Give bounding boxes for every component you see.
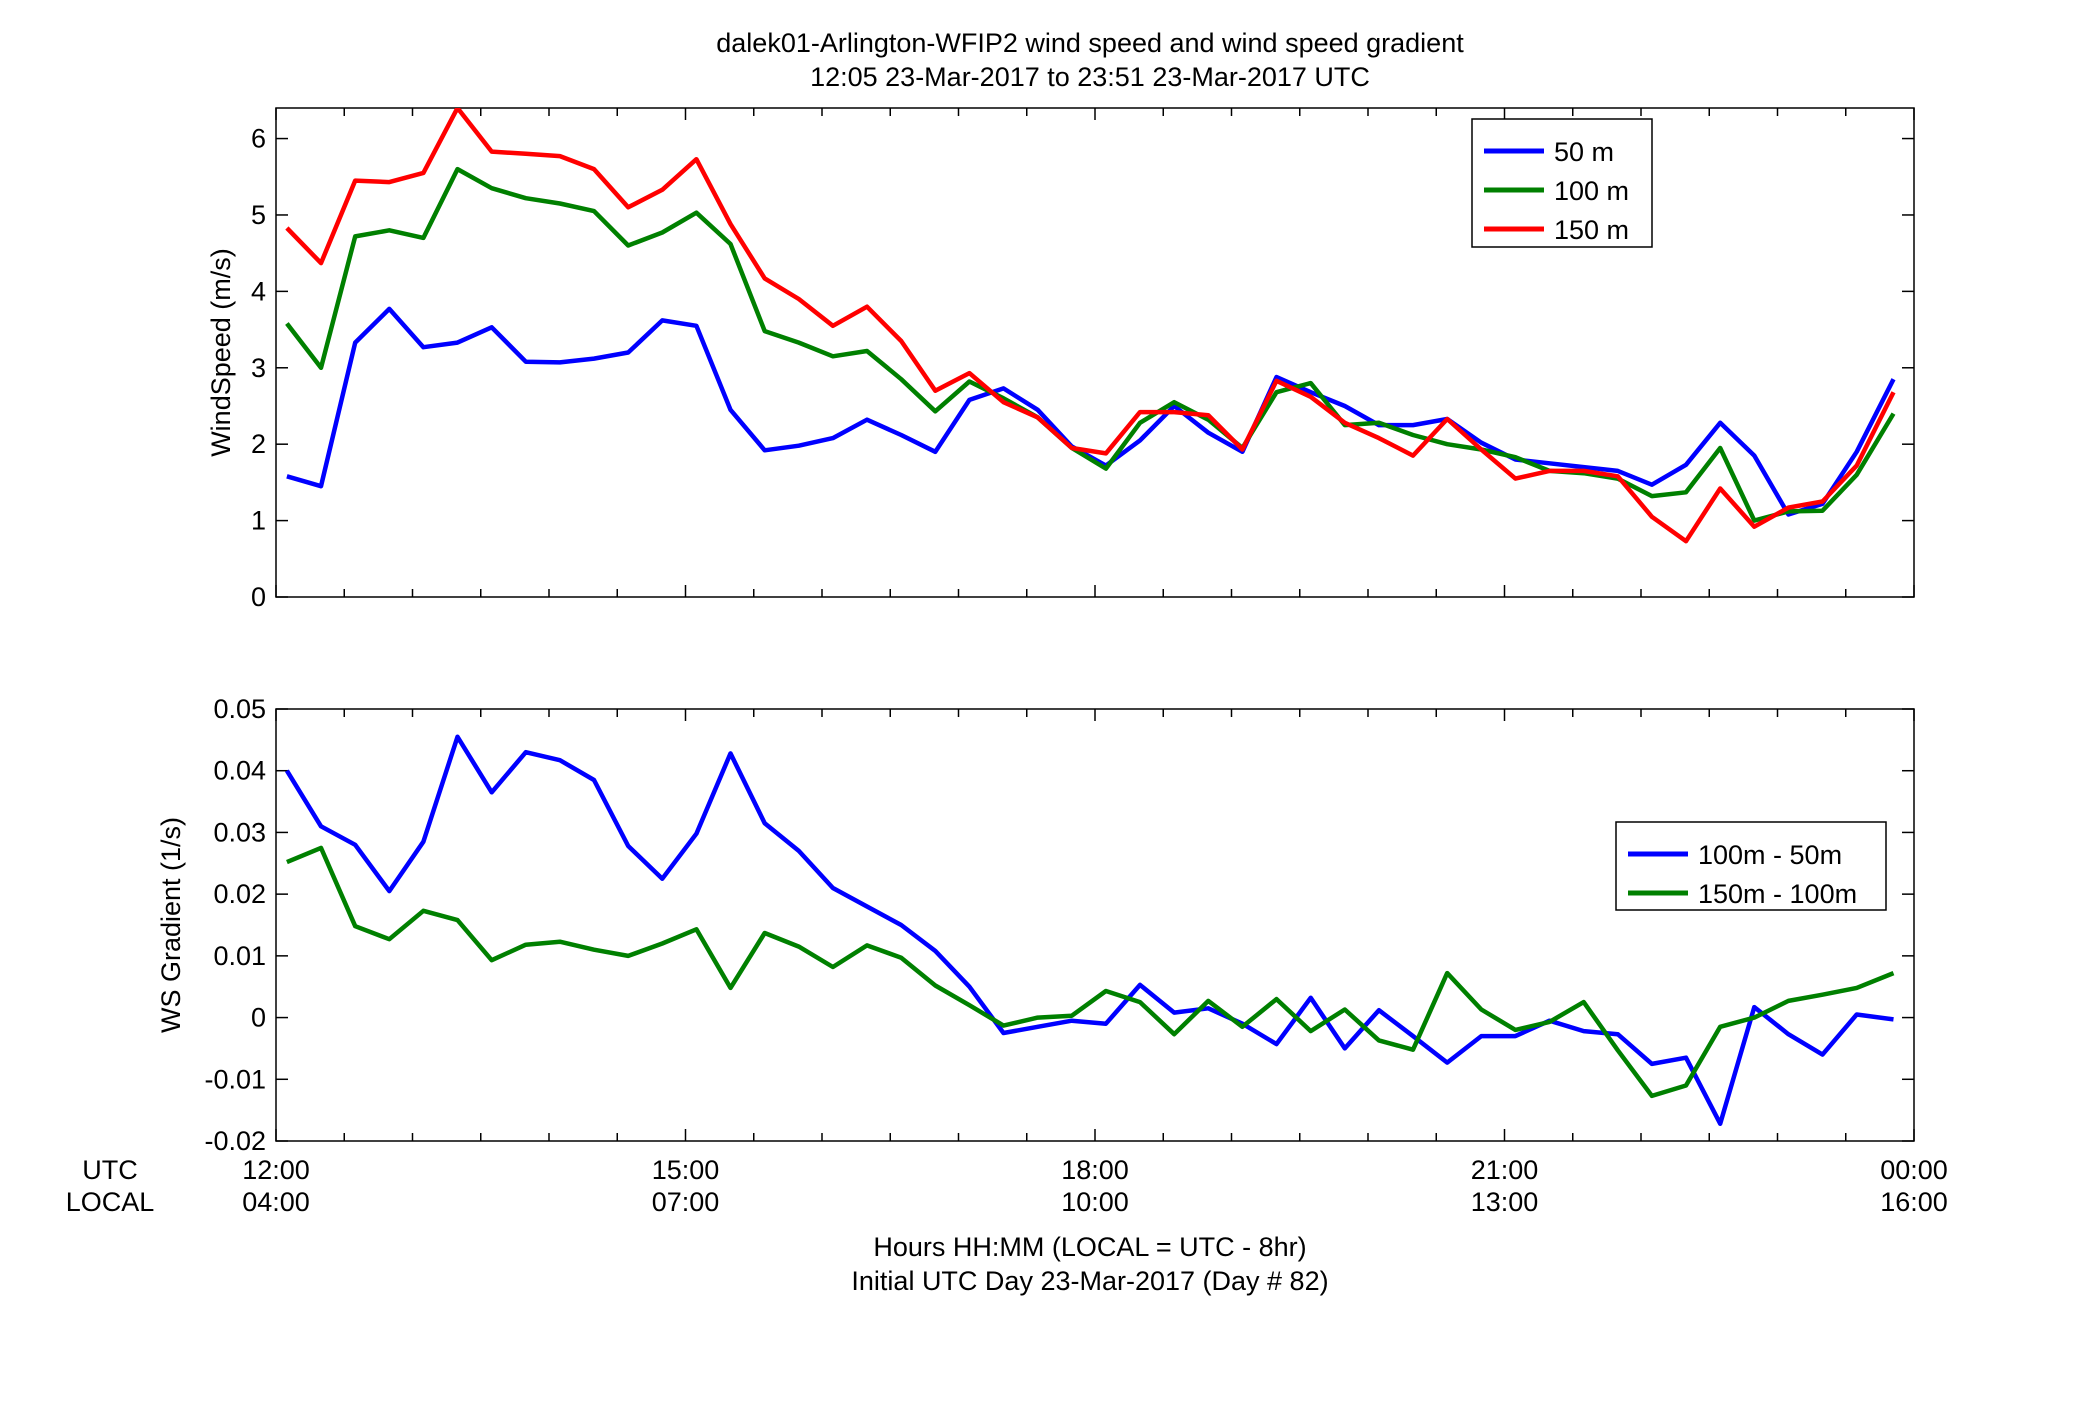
y-tick-label: 1 — [251, 506, 266, 536]
legend-box — [1471, 118, 1653, 248]
x-tick-label-utc: 18:00 — [1061, 1155, 1129, 1185]
figure-title-line1: dalek01-Arlington-WFIP2 wind speed and w… — [716, 28, 1464, 58]
x-tick-label-utc: 21:00 — [1471, 1155, 1539, 1185]
x-tick-label-local: 04:00 — [242, 1187, 310, 1217]
legend-entry: 100 m — [1554, 176, 1629, 206]
y-tick-label: 0.04 — [213, 756, 266, 786]
y-tick-label: 6 — [251, 124, 266, 154]
series-line-150m-100m — [286, 845, 1895, 1099]
y-tick-label: 0.01 — [213, 941, 266, 971]
x-tick-label-local: 16:00 — [1880, 1187, 1948, 1217]
y-axis-label: WS Gradient (1/s) — [156, 817, 186, 1033]
y-tick-label: 0 — [251, 1003, 266, 1033]
series-line-150m — [285, 108, 1896, 544]
y-tick-label: 3 — [251, 353, 266, 383]
legend-entry: 150m - 100m — [1698, 879, 1857, 909]
y-tick-label: 4 — [251, 276, 266, 306]
y-axis-label: WindSpeed (m/s) — [206, 248, 236, 457]
legend-entry: 150 m — [1554, 215, 1629, 245]
x-axis-label-line1: Hours HH:MM (LOCAL = UTC - 8hr) — [873, 1232, 1306, 1262]
figure-title-line2: 12:05 23-Mar-2017 to 23:51 23-Mar-2017 U… — [810, 62, 1370, 92]
plot-area — [275, 708, 1915, 1142]
y-tick-label: 0.02 — [213, 879, 266, 909]
windspeed-panel: 0 1 2 3 4 5 6 WindSpeed (m/s) 50 m 100 m 150 m — [206, 107, 1915, 612]
x-tick-label-local: 13:00 — [1471, 1187, 1539, 1217]
y-tick-label: 0.05 — [213, 694, 266, 724]
y-tick-label: 5 — [251, 200, 266, 230]
gradient-panel: -0.02 -0.01 0 0.01 0.02 0.03 0.04 0.05 WS Gradie… — [156, 694, 1948, 1217]
y-tick-label: 0 — [251, 582, 266, 612]
x-axis-label-line2: Initial UTC Day 23-Mar-2017 (Day # 82) — [851, 1266, 1328, 1296]
legend-entry: 100m - 50m — [1698, 840, 1842, 870]
plot-area — [275, 107, 1915, 598]
utc-row-label: UTC — [82, 1155, 138, 1185]
x-tick-label-utc: 12:00 — [242, 1155, 310, 1185]
y-tick-label: -0.02 — [204, 1126, 266, 1156]
x-tick-label-local: 10:00 — [1061, 1187, 1129, 1217]
y-tick-label: -0.01 — [204, 1064, 266, 1094]
x-tick-label-utc: 00:00 — [1880, 1155, 1948, 1185]
y-tick-label: 2 — [251, 429, 266, 459]
local-row-label: LOCAL — [66, 1187, 155, 1217]
legend-entry: 50 m — [1554, 137, 1614, 167]
series-line-100m-50m — [284, 734, 1894, 1126]
x-tick-label-local: 07:00 — [652, 1187, 720, 1217]
x-tick-label-utc: 15:00 — [652, 1155, 720, 1185]
y-tick-label: 0.03 — [213, 817, 266, 847]
